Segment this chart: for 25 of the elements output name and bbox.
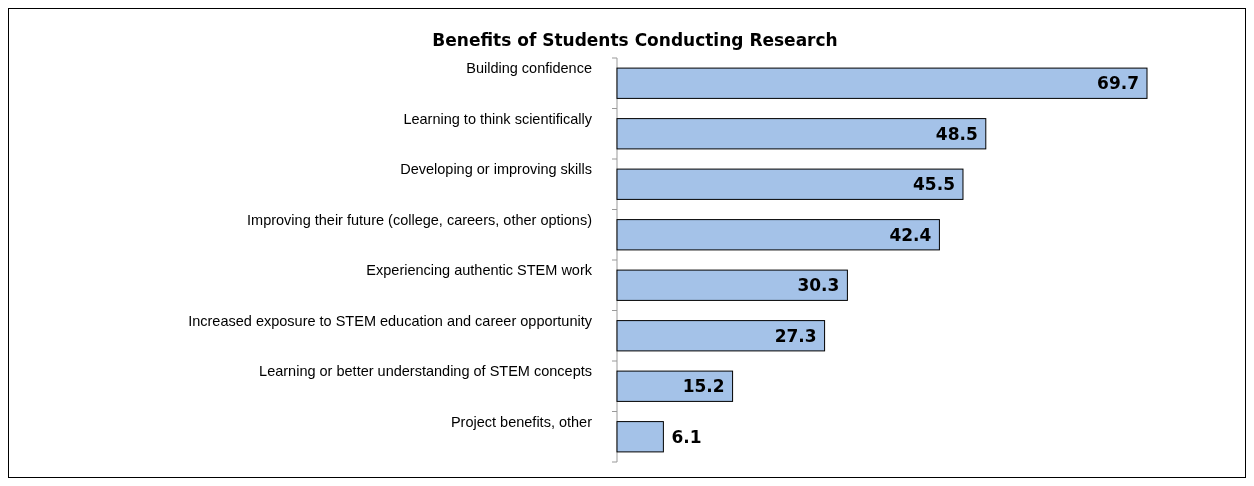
bar [616,118,987,150]
y-tick-label: Developing or improving skills [400,161,592,178]
y-tick-label: Increased exposure to STEM education and career opportunity [188,312,593,329]
y-tick-label: Building confidence [466,60,592,77]
y-tick-label: Experiencing authentic STEM work [366,262,593,279]
data-label: 45.5 [913,174,955,195]
data-label: 42.4 [889,224,932,245]
bar [616,320,826,352]
bar [616,219,940,251]
y-tick-label: Improving their future (college, careers, other options) [247,211,592,228]
bar [616,370,734,402]
data-label: 15.2 [682,376,725,397]
bar [616,67,1148,99]
y-tick-label: Learning or better understanding of STEM concepts [259,363,592,380]
bar [616,168,964,200]
chart-title: Benefits of Students Conducting Research [432,30,838,50]
data-label: 30.3 [797,275,840,296]
data-label: 48.5 [935,123,978,144]
bar [616,421,664,453]
data-label: 6.1 [671,426,702,447]
data-label: 27.3 [774,325,817,346]
y-tick-label: Learning to think scientifically [403,110,593,127]
bar [616,269,848,301]
data-label: 69.7 [1097,73,1139,94]
y-tick-label: Project benefits, other [450,413,593,430]
